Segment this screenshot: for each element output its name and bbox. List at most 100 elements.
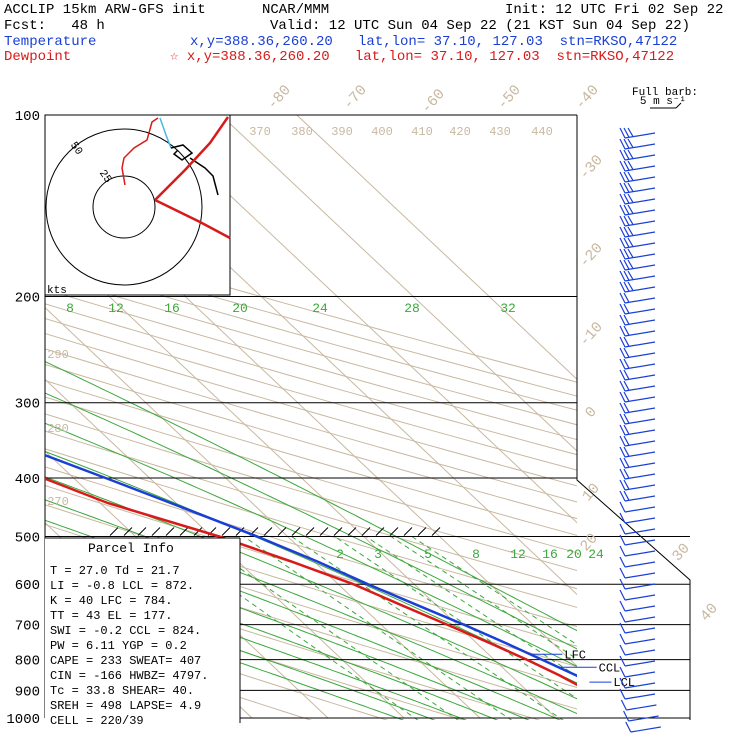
wind-barb-flag	[627, 149, 634, 159]
wind-barb-shaft	[624, 693, 656, 700]
init-time: Init: 12 UTC Fri 02 Sep 22	[505, 2, 724, 18]
isotherm-label: -70	[340, 82, 371, 113]
dry-adiabat-line	[45, 288, 577, 441]
mixing-ratio-label: 3	[374, 547, 382, 562]
theta-label: 440	[531, 125, 553, 139]
parcel-info-row: SREH = 498 LAPSE= 4.9	[50, 699, 201, 713]
dewpoint-station-info: ☆ x,y=388.36,260.20 lat,lon= 37.10, 127.…	[170, 49, 675, 65]
pressure-tick-label: 300	[15, 397, 40, 413]
wind-barb-flag	[619, 325, 626, 337]
wind-barb-flag	[619, 479, 626, 491]
wind-barb-flag	[627, 160, 634, 170]
hatch-mark	[305, 527, 315, 536]
hatch-mark	[347, 527, 357, 536]
isotherm-label: -80	[264, 82, 295, 113]
parcel-info-row: SWI = -0.2 CCL = 824.	[50, 624, 201, 638]
wind-barb-flag	[619, 611, 626, 623]
pressure-tick-label: 400	[15, 472, 40, 488]
wind-barb-shaft	[624, 341, 656, 348]
wind-barb-flag	[619, 204, 626, 216]
dry-adiabat-line	[45, 466, 577, 628]
wind-barb-shaft	[628, 715, 659, 722]
pressure-tick-label: 800	[15, 654, 40, 670]
moist-adiabat-label: 12	[108, 301, 124, 316]
wind-barb-flag	[625, 721, 632, 733]
wind-barb-flag	[619, 314, 626, 326]
hatch-mark	[235, 527, 245, 536]
parcel-info-title: Parcel Info	[88, 541, 174, 556]
wind-barb-shaft	[624, 187, 656, 194]
wind-barb-shaft	[624, 363, 656, 370]
wind-barb-flag	[623, 127, 630, 138]
wind-barb-shaft	[624, 627, 656, 634]
wind-barb-shaft	[624, 671, 656, 678]
wind-barb-flag	[619, 688, 626, 700]
hatch-mark	[403, 527, 413, 536]
moist-adiabat-line	[45, 360, 577, 632]
wind-barb-flag	[623, 259, 630, 270]
hatch-mark	[151, 527, 161, 536]
dry-adiabat-line	[45, 430, 577, 590]
theta-label: 370	[249, 125, 271, 139]
wind-barb-shaft	[624, 528, 656, 535]
wind-barb-flag	[623, 215, 630, 226]
parcel-info-row: Tc = 33.8 SHEAR= 40.	[50, 684, 194, 698]
hatch-mark	[375, 527, 385, 536]
isotherm-label: -60	[418, 86, 449, 117]
hatch-mark	[431, 527, 441, 536]
theta-label: 400	[371, 125, 393, 139]
wind-barb-flag	[623, 435, 630, 446]
sounding-profiles	[45, 453, 577, 687]
wind-barb-shaft	[624, 242, 656, 249]
parcel-info-row: K = 40 LFC = 784.	[50, 594, 172, 608]
temperature-profile-line	[45, 453, 577, 678]
wind-barb-flag	[619, 435, 626, 447]
wind-barb-flag	[619, 523, 626, 535]
dry-adiabat-line	[45, 274, 577, 426]
wind-barb-flag	[623, 171, 630, 182]
wind-barb-shaft	[624, 253, 656, 260]
mixing-ratio-label: 2	[336, 547, 344, 562]
barb-legend-title: Full barb:	[632, 87, 698, 99]
wind-barb-flag	[619, 633, 626, 645]
wind-barb-shaft	[624, 605, 656, 612]
wind-barb-flag	[619, 237, 626, 249]
wind-barb-flag	[623, 446, 630, 457]
hatch-mark	[123, 527, 133, 536]
moist-adiabat-label: 20	[232, 301, 248, 316]
dry-adiabat-line	[45, 247, 577, 397]
wind-barb-flag	[619, 567, 626, 579]
pressure-tick-label: 600	[15, 578, 40, 594]
moist-adiabat-label: 24	[312, 301, 328, 316]
wind-barb-shaft	[624, 209, 656, 216]
moist-adiabat-label: 28	[404, 301, 420, 316]
wind-barb-flag	[619, 600, 626, 612]
wind-barb-flag	[627, 193, 634, 203]
moist-adiabat-line	[45, 450, 577, 684]
wind-barb-shaft	[624, 594, 656, 601]
wind-barb-flag	[627, 281, 634, 291]
wind-barb-flag	[623, 237, 630, 248]
wind-barb-shaft	[624, 286, 656, 293]
wind-barb-shaft	[624, 561, 656, 568]
wind-barb-flag	[619, 578, 626, 590]
wind-barb-flag	[619, 380, 626, 392]
wind-barb-flag	[627, 171, 634, 181]
wind-barb-flag	[619, 281, 626, 293]
wind-barb-shaft	[624, 407, 656, 414]
wind-barb-shaft	[624, 484, 656, 491]
parcel-info-row: TT = 43 EL = 177.	[50, 609, 172, 623]
dry-adiabat-line	[45, 504, 577, 668]
wind-barb-flag	[619, 270, 626, 282]
wind-barb-shaft	[624, 176, 656, 183]
wind-barb-flag	[619, 292, 626, 304]
isotherm-line	[45, 306, 481, 719]
moist-adiabat-line	[45, 392, 577, 650]
pressure-tick-label: 100	[15, 109, 40, 125]
hodograph-trace-upper	[170, 144, 219, 196]
wind-barb-shaft	[624, 473, 656, 480]
wind-barb-shaft	[626, 704, 657, 711]
hodograph-trace-low	[121, 117, 159, 186]
wind-barb-shaft	[624, 572, 656, 579]
isotherm-label: 10	[579, 480, 604, 505]
